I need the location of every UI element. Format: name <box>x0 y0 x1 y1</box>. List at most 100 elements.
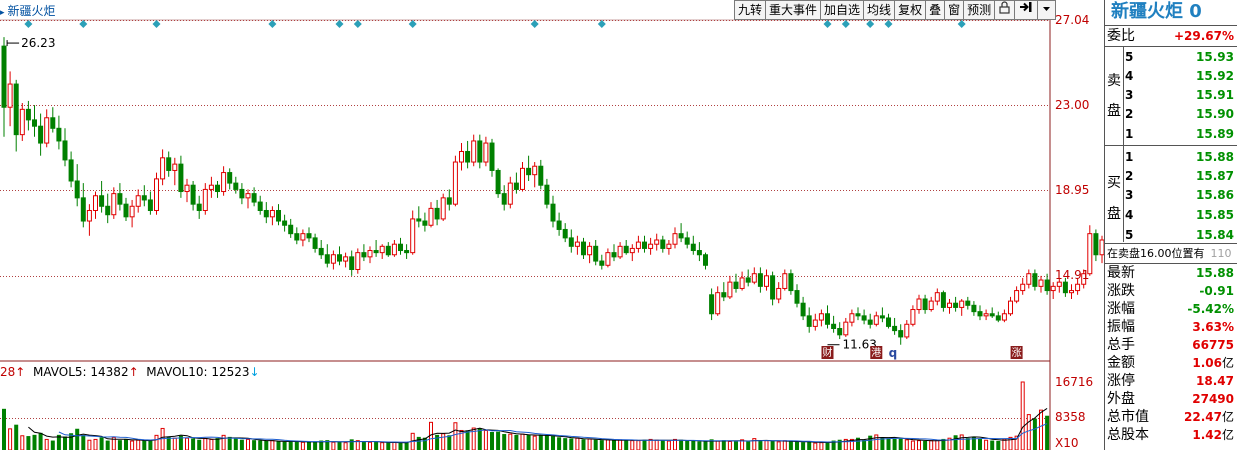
price-tick: 14.91 <box>1055 268 1090 282</box>
volume-bar <box>191 438 196 450</box>
volume-bar <box>776 441 781 450</box>
volume-bar <box>374 441 379 450</box>
candle-body <box>135 195 141 207</box>
volume-bar <box>1045 415 1050 450</box>
candle-body <box>7 83 13 108</box>
candle-body <box>849 313 855 323</box>
bid-row[interactable]: 5 15.84 <box>1105 226 1237 244</box>
moving-average-button[interactable]: 均线 <box>864 1 896 19</box>
volume-tick: 16716 <box>1055 375 1094 389</box>
adjust-price-button[interactable]: 复权 <box>895 1 927 19</box>
overlay-button[interactable]: 叠 <box>926 1 946 19</box>
candle-body <box>989 313 995 317</box>
candle-body <box>129 205 135 218</box>
candle-body <box>672 233 678 245</box>
mavol5-line <box>28 407 1048 444</box>
volume-bar <box>172 437 177 450</box>
volume-bar <box>380 442 385 450</box>
bid-row[interactable]: 3 15.86 <box>1105 186 1237 204</box>
divider <box>1105 25 1237 26</box>
chevron-down-icon[interactable] <box>1038 1 1055 19</box>
volume-bar <box>679 439 684 450</box>
candle-body <box>446 197 452 205</box>
volume-bar <box>81 434 86 450</box>
candle-body <box>245 193 251 199</box>
candle-body <box>166 157 172 171</box>
candle-body <box>1014 290 1020 302</box>
order-note-text: 在卖盘16.00位置有 <box>1107 247 1205 260</box>
volume-bar <box>923 440 928 450</box>
candle-body <box>666 243 672 249</box>
down-arrow-icon: ↓ <box>249 365 260 379</box>
exit-icon[interactable] <box>1015 1 1039 19</box>
volume-bar <box>801 442 806 450</box>
stat-row: 外盘 27490 <box>1105 390 1237 408</box>
bid-row[interactable]: 1 15.88 <box>1105 148 1237 166</box>
ask-level: 1 <box>1125 127 1134 141</box>
major-events-button[interactable]: 重大事件 <box>766 1 822 19</box>
candle-body <box>623 245 629 254</box>
add-watchlist-button[interactable]: 加自选 <box>821 1 865 19</box>
ask-row[interactable]: 2 15.90 <box>1105 105 1237 123</box>
window-button[interactable]: 窗 <box>945 1 965 19</box>
order-ratio-row: 委比 +29.67% <box>1105 27 1237 45</box>
volume-bar <box>44 438 49 450</box>
volume-bar <box>788 440 793 450</box>
candle-body <box>940 292 946 308</box>
candle-body <box>739 277 745 289</box>
candle-body <box>544 184 550 205</box>
event-marker-icon <box>268 20 277 28</box>
candle-body <box>404 250 410 254</box>
mavol-legend: 28↑ MAVOL5: 14382↑ MAVOL10: 12523↓ <box>0 365 260 379</box>
bid-row[interactable]: 4 15.85 <box>1105 206 1237 224</box>
volume-bar <box>636 440 641 450</box>
candle-body <box>788 273 794 292</box>
volume-bar <box>166 436 171 450</box>
volume-bar <box>8 428 13 450</box>
candle-body <box>782 273 788 289</box>
volume-bar <box>392 441 397 450</box>
candle-body <box>25 108 31 121</box>
ask-row[interactable]: 1 15.89 <box>1105 125 1237 143</box>
candle-body <box>886 317 891 327</box>
divider <box>1105 263 1237 264</box>
candle-body <box>556 220 562 230</box>
volume-bar <box>758 440 763 450</box>
stat-label: 涨停 <box>1107 373 1135 389</box>
chart-area[interactable]: 26.23 11.63 财 港 q 涨 ▸ 新疆火炬 九转 重大事件 加自选 均线 复权 叠… <box>0 0 1104 450</box>
candle-body <box>538 165 544 186</box>
jiuzhuan-button[interactable]: 九转 <box>735 1 767 19</box>
volume-bar <box>734 440 738 450</box>
candle-body <box>715 292 721 315</box>
volume-bar <box>282 441 287 450</box>
candle-body <box>367 250 373 258</box>
volume-bar <box>941 438 946 450</box>
volume-bar <box>917 440 921 450</box>
forecast-button[interactable]: 预测 <box>964 1 996 19</box>
expand-triangle-icon[interactable]: ▸ <box>0 8 5 18</box>
ask-row[interactable]: 3 15.91 <box>1105 86 1237 104</box>
stat-label: 涨幅 <box>1107 301 1135 317</box>
volume-bar <box>703 440 708 450</box>
order-note-tail: 110 <box>1210 247 1232 260</box>
volume-bar <box>227 436 232 450</box>
volume-bar <box>258 440 263 450</box>
volume-bar <box>740 439 745 450</box>
volume-bar <box>569 438 574 450</box>
quote-sidebar: 新疆火炬 0 委比 +29.67% 卖 盘 5 15.93 4 15.92 3 15.… <box>1104 0 1237 450</box>
volume-bar <box>557 437 562 450</box>
ask-price: 15.90 <box>1196 107 1234 121</box>
candle-body <box>904 323 910 338</box>
candle-body <box>337 254 342 262</box>
lock-icon[interactable] <box>995 1 1016 19</box>
bid-row[interactable]: 2 15.87 <box>1105 167 1237 185</box>
candle-body <box>105 205 111 216</box>
ask-row[interactable]: 4 15.92 <box>1105 67 1237 85</box>
volume-bar <box>197 439 202 450</box>
candle-body <box>227 172 233 184</box>
candle-body <box>32 119 37 127</box>
kline-chart[interactable]: 26.23 11.63 财 港 q 涨 <box>0 0 1104 450</box>
volume-bar <box>124 438 128 450</box>
ask-row[interactable]: 5 15.93 <box>1105 48 1237 66</box>
volume-bar <box>56 434 61 450</box>
